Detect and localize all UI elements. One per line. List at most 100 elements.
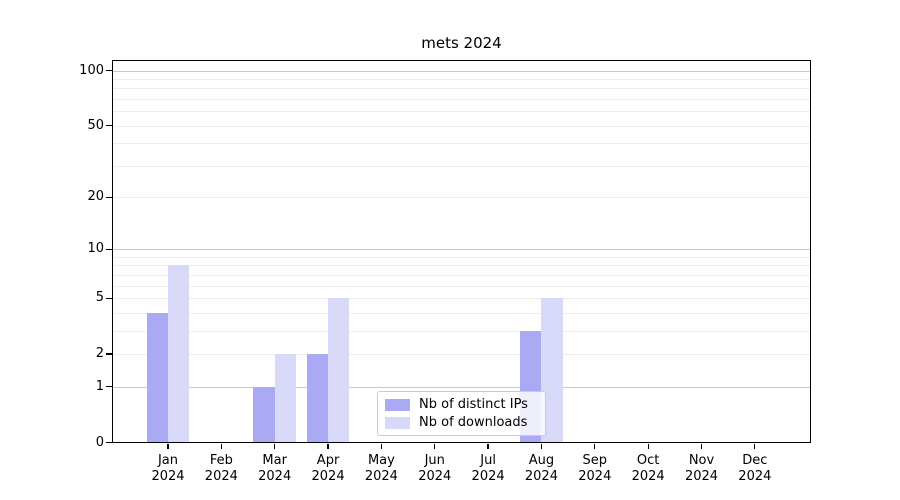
x-tick-year: 2024 bbox=[204, 468, 238, 484]
legend: Nb of distinct IPs Nb of downloads bbox=[377, 391, 546, 436]
x-tick-month: Mar bbox=[262, 452, 287, 468]
bar-downloads bbox=[168, 265, 190, 443]
x-tick-month: Dec bbox=[742, 452, 768, 468]
minor-gridline bbox=[112, 197, 811, 199]
x-tick-year: 2024 bbox=[471, 468, 505, 484]
x-tick-mark bbox=[700, 443, 703, 449]
x-tick-mark bbox=[220, 443, 222, 449]
x-tick-label: Mar 2024 bbox=[243, 453, 307, 485]
y-tick-mark bbox=[106, 297, 112, 299]
minor-gridline bbox=[112, 79, 811, 81]
minor-gridline bbox=[112, 298, 811, 300]
x-tick-month: Jan bbox=[157, 452, 179, 468]
x-tick-mark bbox=[380, 443, 383, 449]
minor-gridline bbox=[112, 257, 811, 258]
x-tick-label: Dec 2024 bbox=[723, 453, 787, 485]
x-tick-mark bbox=[647, 443, 649, 449]
x-tick-mark bbox=[167, 443, 169, 449]
x-tick-label: Jan 2024 bbox=[136, 453, 200, 485]
y-tick-label: 100 bbox=[79, 62, 104, 78]
x-tick-mark bbox=[754, 443, 756, 449]
x-tick-year: 2024 bbox=[631, 468, 665, 484]
x-tick-mark bbox=[327, 443, 329, 449]
chart-title: mets 2024 bbox=[421, 34, 502, 52]
major-gridline bbox=[112, 70, 811, 72]
x-tick-month: Aug bbox=[528, 452, 555, 468]
x-tick-year: 2024 bbox=[578, 468, 612, 484]
minor-gridline bbox=[112, 111, 811, 113]
y-tick-label: 1 bbox=[95, 378, 104, 394]
major-gridline bbox=[112, 249, 811, 251]
minor-gridline bbox=[112, 165, 811, 167]
minor-gridline bbox=[112, 143, 811, 145]
minor-gridline bbox=[112, 265, 811, 267]
x-tick-label: Oct 2024 bbox=[616, 453, 680, 485]
minor-gridline bbox=[112, 88, 811, 90]
legend-swatch-distinct-ips bbox=[385, 398, 410, 411]
major-gridline bbox=[112, 386, 811, 388]
y-tick-mark bbox=[106, 196, 112, 198]
legend-label-downloads: Nb of downloads bbox=[419, 415, 528, 430]
minor-gridline bbox=[112, 312, 811, 314]
y-tick-label: 2 bbox=[95, 345, 104, 361]
bar-distinct-ips bbox=[146, 312, 168, 443]
x-tick-year: 2024 bbox=[258, 468, 292, 484]
minor-gridline bbox=[112, 99, 811, 101]
minor-gridline bbox=[112, 330, 811, 332]
x-tick-label: Aug 2024 bbox=[509, 453, 573, 485]
y-tick-mark bbox=[106, 386, 112, 388]
bar-distinct-ips bbox=[253, 386, 275, 443]
y-tick-mark bbox=[106, 125, 112, 127]
y-tick-label: 20 bbox=[87, 189, 104, 205]
y-tick-label: 50 bbox=[87, 117, 104, 133]
x-tick-year: 2024 bbox=[364, 468, 398, 484]
x-tick-label: Apr 2024 bbox=[296, 453, 360, 485]
bar-downloads bbox=[328, 298, 350, 443]
x-tick-label: Feb 2024 bbox=[189, 453, 253, 485]
minor-gridline bbox=[112, 125, 811, 127]
x-tick-month: May bbox=[367, 452, 395, 468]
y-tick-label: 0 bbox=[95, 434, 104, 450]
x-tick-mark bbox=[487, 443, 489, 449]
x-tick-label: Nov 2024 bbox=[670, 453, 734, 485]
legend-label-distinct-ips: Nb of distinct IPs bbox=[419, 397, 528, 412]
minor-gridline bbox=[112, 285, 811, 287]
plot-frame bbox=[112, 60, 811, 443]
y-tick-mark bbox=[106, 70, 112, 72]
legend-swatch-downloads bbox=[385, 416, 410, 429]
x-tick-month: Oct bbox=[636, 452, 660, 468]
x-tick-label: Jun 2024 bbox=[403, 453, 467, 485]
legend-item-downloads: Nb of downloads bbox=[385, 415, 535, 430]
x-tick-label: May 2024 bbox=[349, 453, 413, 485]
bar-distinct-ips bbox=[306, 353, 329, 443]
y-tick-label: 10 bbox=[87, 241, 104, 257]
x-tick-year: 2024 bbox=[311, 468, 345, 484]
minor-gridline bbox=[112, 274, 811, 276]
x-tick-label: Jul 2024 bbox=[456, 453, 520, 485]
x-tick-year: 2024 bbox=[418, 468, 452, 484]
x-tick-label: Sep 2024 bbox=[563, 453, 627, 485]
x-tick-month: Apr bbox=[316, 452, 340, 468]
y-tick-mark bbox=[106, 441, 112, 444]
y-tick-mark bbox=[106, 248, 112, 250]
minor-gridline bbox=[112, 353, 811, 355]
x-tick-month: Feb bbox=[209, 452, 233, 468]
x-tick-year: 2024 bbox=[684, 468, 719, 484]
bar-downloads bbox=[541, 298, 563, 443]
bar-downloads bbox=[274, 353, 296, 443]
x-tick-mark bbox=[434, 443, 436, 449]
x-tick-year: 2024 bbox=[524, 468, 558, 484]
x-tick-month: Sep bbox=[582, 452, 608, 468]
x-tick-mark bbox=[594, 443, 596, 449]
x-tick-year: 2024 bbox=[151, 468, 185, 484]
x-tick-mark bbox=[540, 443, 543, 449]
x-tick-month: Jul bbox=[480, 452, 496, 468]
x-tick-month: Nov bbox=[688, 452, 715, 468]
y-tick-label: 5 bbox=[95, 290, 104, 306]
x-tick-year: 2024 bbox=[738, 468, 772, 484]
x-tick-mark bbox=[274, 443, 276, 449]
x-tick-month: Jun bbox=[424, 452, 445, 468]
legend-item-distinct-ips: Nb of distinct IPs bbox=[385, 397, 535, 412]
y-tick-mark bbox=[106, 353, 112, 355]
